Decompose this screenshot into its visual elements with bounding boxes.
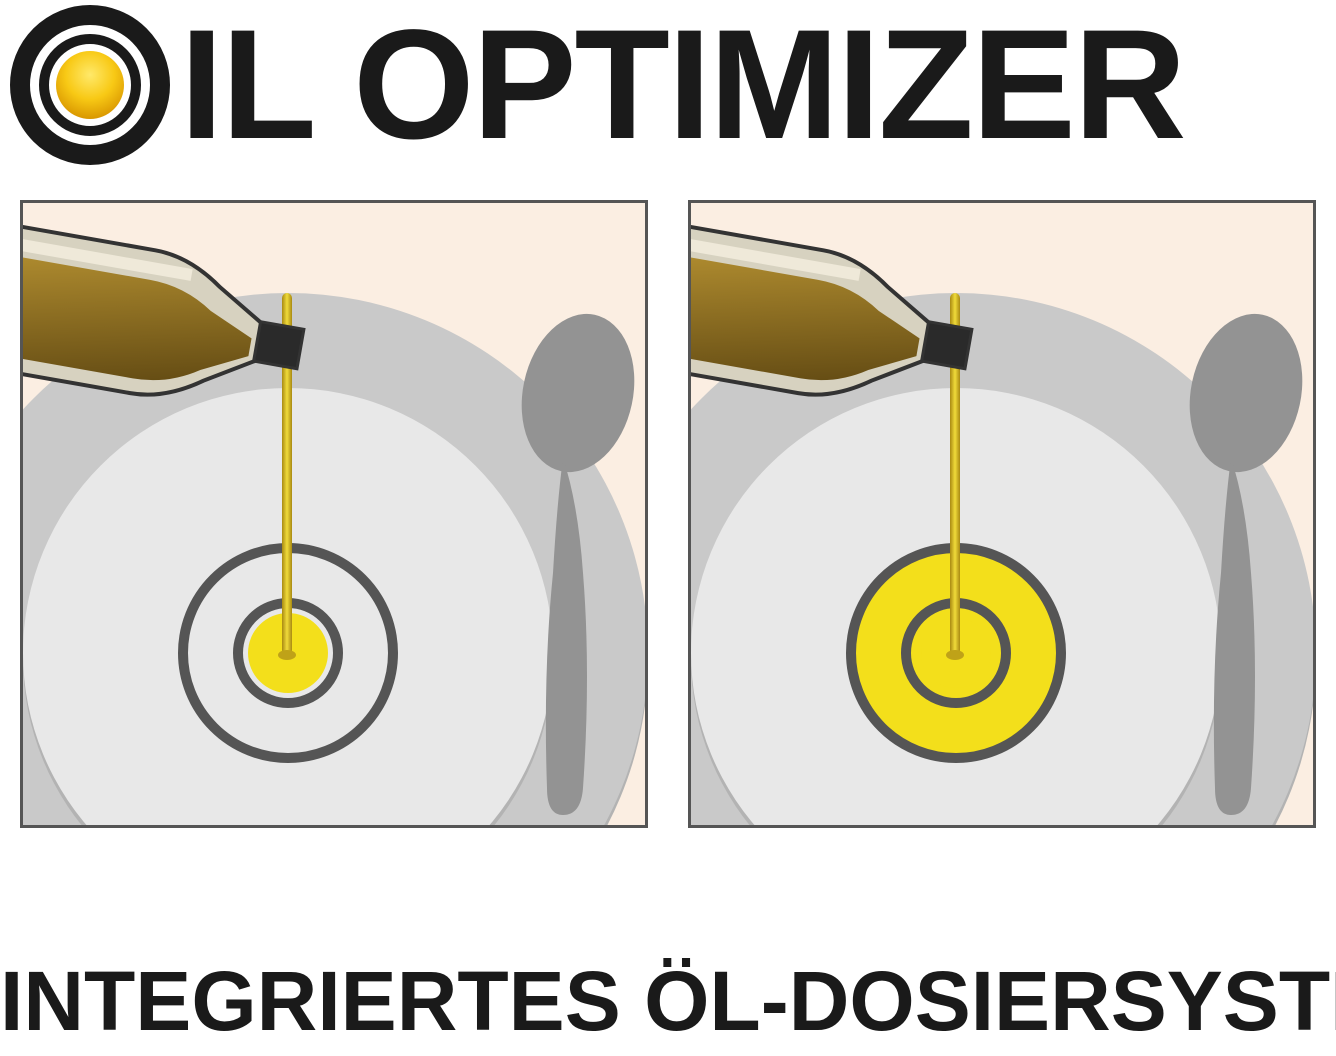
panel-right — [688, 200, 1316, 828]
header: IL OPTIMIZER — [10, 0, 1326, 170]
logo-target-icon — [10, 5, 170, 165]
panel-left — [20, 200, 648, 828]
title: IL OPTIMIZER — [180, 0, 1184, 175]
panels-row — [20, 200, 1316, 828]
panel-left-svg — [23, 203, 648, 828]
infographic-root: IL OPTIMIZER — [0, 0, 1336, 1056]
panel-right-svg — [691, 203, 1316, 828]
subtitle: INTEGRIERTES ÖL-DOSIERSYSTEM — [0, 953, 1336, 1050]
